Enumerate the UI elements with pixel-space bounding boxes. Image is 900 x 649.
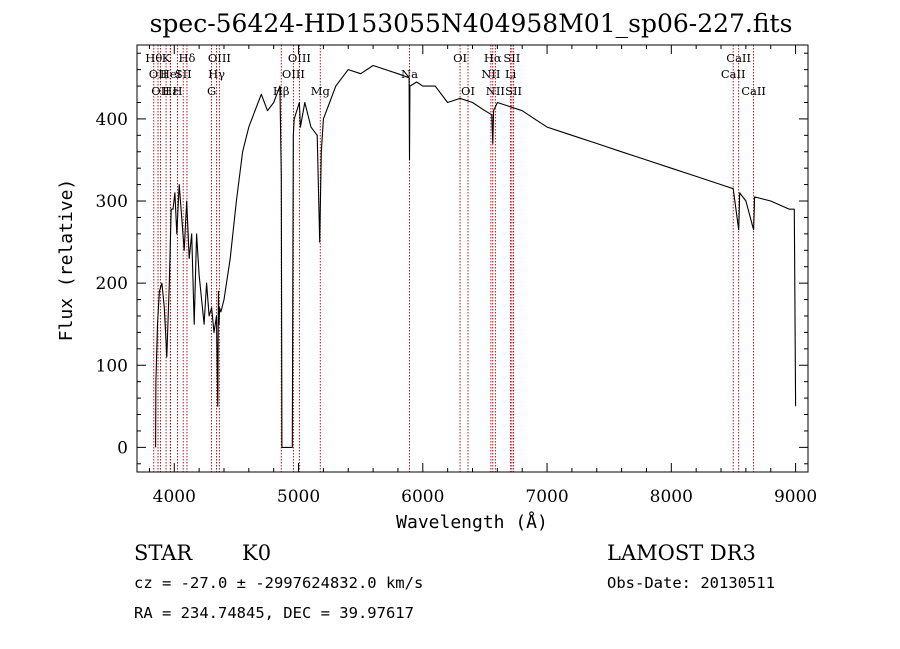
object-subclass: K0 [242,541,271,565]
line-label-7: SII [175,67,192,81]
y-tick-label-0: 0 [117,438,128,458]
ra-dec-readout: RA = 234.74845, DEC = 39.97617 [134,604,414,622]
plot-frame [136,44,809,473]
line-label-26: CaII [726,51,751,65]
y-tick-label-1: 100 [96,356,128,376]
line-label-2: OII [151,84,170,98]
x-tick-label-4: 8000 [650,487,693,507]
line-label-10: Hγ [208,67,225,81]
line-label-22: Li [505,67,517,81]
x-axis-label: Wavelength (Å) [396,511,548,533]
redshift-readout: cz = -27.0 ± -2997624832.0 km/s [134,574,423,592]
x-tick-label-3: 7000 [525,487,568,507]
line-label-18: OI [461,84,475,98]
line-label-8: Hδ [178,51,195,65]
line-label-14: OIII [288,51,311,65]
line-label-4: Hε [162,84,178,98]
spectral-line-markers [153,45,755,472]
survey-name: LAMOST DR3 [607,541,756,565]
line-label-3: K [162,51,171,65]
line-label-15: Mg [311,84,331,98]
y-tick-label-2: 200 [96,274,128,294]
line-label-0: Hθ [145,51,162,65]
y-tick-label-4: 400 [96,110,128,130]
obs-date: Obs-Date: 20130511 [607,574,775,592]
line-label-25: CaII [721,67,746,81]
line-label-13: OIII [282,67,305,81]
line-label-16: Na [401,67,418,81]
x-tick-label-2: 6000 [401,487,444,507]
x-tick-label-5: 9000 [774,487,817,507]
y-tick-label-3: 300 [96,192,128,212]
x-tick-label-0: 4000 [153,487,196,507]
chart-title: spec-56424-HD153055N404958M01_sp06-227.f… [150,9,793,38]
line-label-24: SII [505,84,522,98]
line-label-27: CaII [741,84,766,98]
y-axis-label: Flux (relative) [56,179,77,342]
line-label-1: OII [149,67,168,81]
object-class: STAR [134,541,193,565]
line-label-9: G [207,84,216,98]
line-label-12: Hβ [273,84,290,98]
line-label-11: OIII [208,51,231,65]
line-label-5: HeI [160,67,181,81]
x-tick-label-1: 5000 [277,487,320,507]
line-label-19: NII [481,67,500,81]
spectrum-line [155,64,797,448]
spectral-line-labels: Hθ OII OII K Hε HeI H SII Hδ G Hγ OIII Hβ OIII OIII Mg N… [145,51,766,98]
y-axis-ticks: 0 100 200 300 400 [96,52,808,465]
line-label-6: H [172,84,182,98]
line-label-23: SII [503,51,520,65]
line-label-17: OI [453,51,467,65]
x-axis-ticks: 4000 5000 6000 7000 8000 9000 [148,45,817,507]
line-label-20: Hα [484,51,502,65]
line-label-21: NII [486,84,505,98]
